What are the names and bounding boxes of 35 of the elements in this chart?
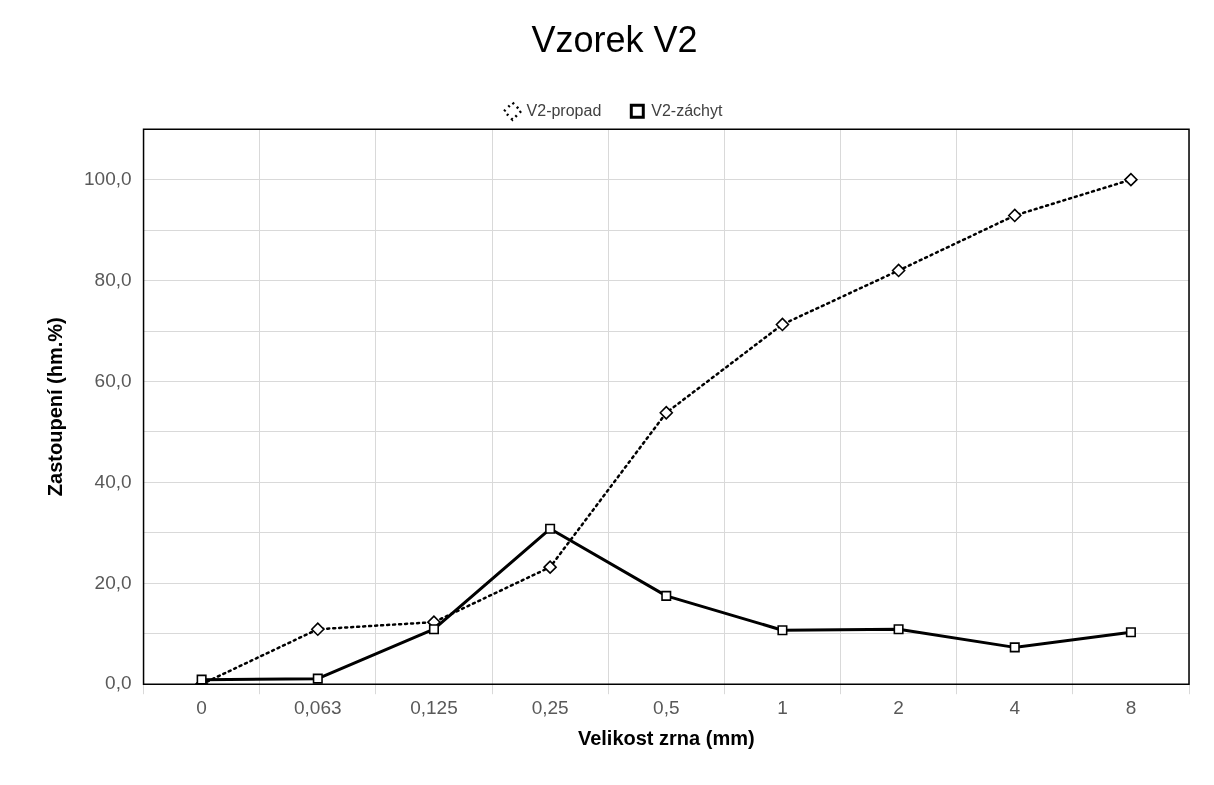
point (1124, 172, 1138, 187)
y-tick-label: 40,0 (94, 470, 132, 492)
x-tick-label: 8 (1125, 696, 1137, 718)
x-tick-label: 4 (1009, 696, 1021, 718)
x-tick-label: 0,125 (410, 696, 458, 718)
point (545, 523, 556, 534)
point (893, 624, 904, 635)
point (428, 624, 439, 635)
point (543, 560, 557, 574)
y-axis-title: Zastoupení (hm.%) (43, 317, 66, 497)
point (1009, 642, 1020, 653)
chart-title: Vzorek V2 (531, 18, 698, 60)
x-tick-label: 0,063 (294, 696, 342, 718)
point (775, 317, 790, 332)
y-tick-label: 80,0 (94, 268, 132, 290)
point (891, 263, 906, 278)
point (777, 625, 788, 636)
point (312, 673, 323, 684)
legend-label: V2-záchyt (651, 101, 723, 119)
y-tick-label: 0,0 (105, 672, 132, 694)
point (1125, 627, 1136, 638)
y-tick-label: 60,0 (94, 369, 132, 391)
point (661, 590, 672, 601)
x-tick-label: 0 (196, 696, 207, 718)
y-tick-label: 20,0 (94, 571, 132, 593)
x-tick-label: 2 (893, 696, 904, 718)
x-axis-title: Velikost zrna (mm) (577, 726, 755, 749)
point (310, 622, 325, 637)
point (659, 405, 674, 420)
x-tick-label: 0,5 (653, 696, 680, 718)
y-tick-label: 100,0 (84, 167, 132, 189)
legend-label: V2-propad (526, 101, 602, 119)
point (1007, 208, 1022, 223)
x-tick-label: 1 (777, 696, 788, 718)
x-tick-label: 0,25 (531, 696, 569, 718)
